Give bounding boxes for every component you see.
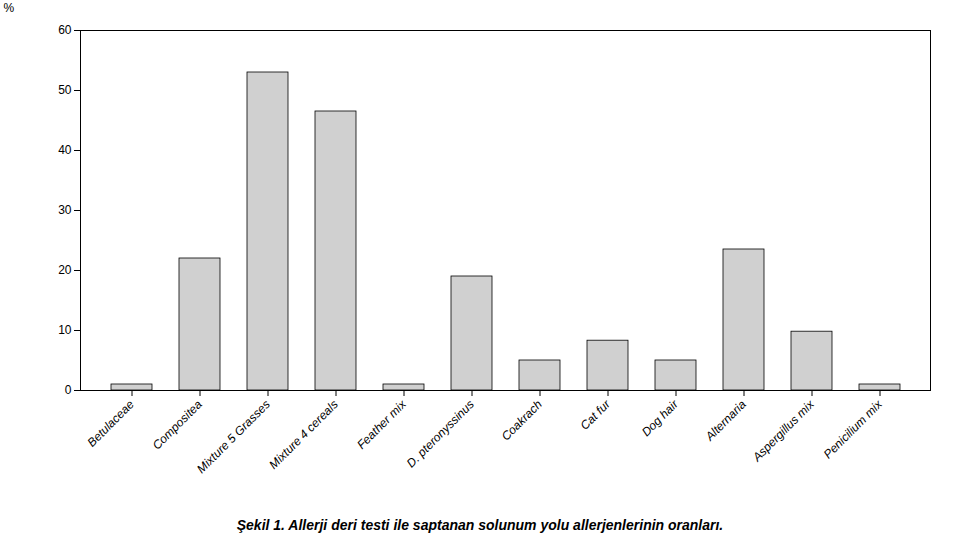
- svg-text:D. pteronyssinus: D. pteronyssinus: [404, 397, 477, 470]
- svg-text:20: 20: [58, 263, 72, 277]
- svg-text:40: 40: [58, 143, 72, 157]
- svg-text:Alternaria: Alternaria: [702, 397, 749, 444]
- svg-text:Mixture 4 cereals: Mixture 4 cereals: [266, 397, 341, 472]
- svg-text:Betulaceae: Betulaceae: [84, 397, 137, 450]
- svg-text:10: 10: [58, 323, 72, 337]
- svg-text:Cat fur: Cat fur: [577, 397, 613, 433]
- svg-text:Coakrach: Coakrach: [499, 397, 545, 443]
- svg-text:Mixture 5 Grasses: Mixture 5 Grasses: [194, 397, 273, 476]
- svg-text:Aspergillus mix: Aspergillus mix: [749, 397, 817, 465]
- svg-text:50: 50: [58, 83, 72, 97]
- svg-text:0: 0: [65, 383, 72, 397]
- html-text:Şekil 1. Allerji deri testi il: Şekil 1. Allerji deri testi ile saptanan…: [236, 517, 724, 533]
- svg-text:%: %: [4, 1, 15, 15]
- svg-text:30: 30: [58, 203, 72, 217]
- svg-text:Penicilium mix: Penicilium mix: [821, 397, 886, 462]
- svg-text:Compositea: Compositea: [150, 397, 205, 452]
- svg-text:Dog hair: Dog hair: [639, 397, 682, 440]
- svg-text:60: 60: [58, 23, 72, 37]
- svg-text:Feather mix: Feather mix: [354, 397, 409, 452]
